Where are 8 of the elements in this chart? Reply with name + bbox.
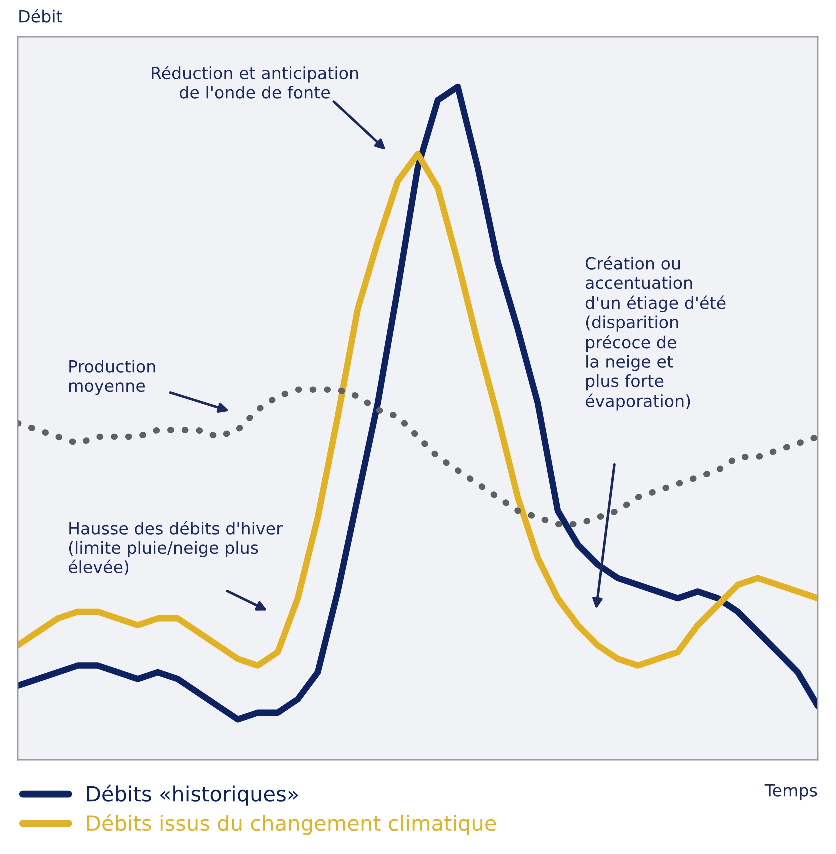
annotation: Production moyenne: [70, 360, 156, 396]
y-axis-title: Débit: [20, 9, 62, 23]
annotation: Création ou accentuation d'un étiage d'été (disparition précoce de la neige et plus forte évaporation): [586, 256, 726, 411]
legend-label: Débits issus du changement climatique: [87, 814, 496, 836]
annotation: Hausse des débits d'hiver (limite pluie/neige plus élevée): [68, 521, 283, 576]
annotation: Réduction et anticipation de l'onde de fonte: [152, 66, 358, 99]
x-axis-title: Temps: [764, 784, 818, 800]
legend-label: Débits «historiques»: [87, 784, 298, 806]
